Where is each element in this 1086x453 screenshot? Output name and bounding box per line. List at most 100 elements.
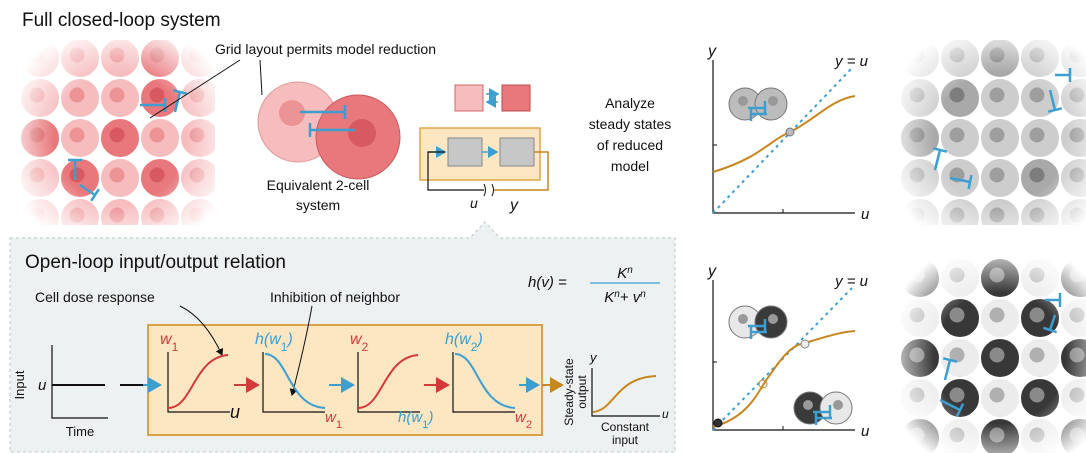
caption: steady states [589,116,672,132]
axis-label: Input [12,370,27,399]
axis-label: y = u [834,273,869,290]
nucleus [150,208,165,223]
formula-part: n [627,265,633,276]
nucleus [1030,348,1045,363]
nucleus [70,88,85,103]
annotation: Inhibition of neighbor [270,289,400,305]
axis-label: u [38,377,47,394]
nucleus [150,48,165,63]
nucleus [910,348,925,363]
nucleus [1070,268,1085,283]
cell-box [455,85,483,111]
nucleus [738,314,748,324]
nucleus [70,208,85,223]
pipeline-box [148,325,542,435]
label-part: u [230,402,240,422]
cell-grid [21,39,220,238]
nucleus [1030,388,1045,403]
label-part: h(w [445,331,472,348]
caption: system [296,197,340,213]
caption: model [611,158,649,174]
nucleus [190,208,205,223]
nucleus [1070,208,1085,223]
nucleus [738,96,748,106]
nucleus [1030,268,1045,283]
axis-label: y = u [834,53,869,70]
nucleus [950,308,965,323]
formula-part: + v [620,289,642,306]
annotation: Grid layout permits model reduction [215,41,436,57]
nucleus [150,88,165,103]
nucleus [190,88,205,103]
steady-state [714,419,722,427]
signal-label: y [509,197,519,214]
nucleus [1070,128,1085,143]
axis-label: y [707,263,717,280]
pointer [260,60,262,95]
nucleus [1070,428,1085,443]
nucleus [1070,308,1085,323]
title: Full closed-loop system [22,10,221,31]
steady-state [801,340,809,348]
nucleus [1070,168,1085,183]
nucleus [70,168,85,183]
axis-label: Time [66,424,94,439]
axes [713,60,855,213]
nucleus [110,128,125,143]
steady-state [786,128,794,136]
nucleus [768,314,778,324]
nucleus [990,348,1005,363]
nucleus [990,308,1005,323]
label-part: 2 [362,340,369,354]
caption: Equivalent 2-cell [267,177,370,193]
axis-label: input [612,433,639,447]
nucleus [30,88,45,103]
annotation: Cell dose response [35,289,155,305]
nucleus [990,388,1005,403]
nucleus [30,128,45,143]
nucleus [950,88,965,103]
nucleus [1030,208,1045,223]
section-title: Open-loop input/output relation [25,252,286,273]
nucleus [990,88,1005,103]
nucleus [30,208,45,223]
break [484,184,494,196]
axis-label: u [861,206,870,223]
nucleus [110,88,125,103]
axis-label: u [662,407,669,421]
nucleus [803,400,813,410]
nucleus [110,208,125,223]
label-part: 1 [172,340,179,354]
nucleus [1030,428,1045,443]
nucleus [950,428,965,443]
nucleus [910,308,925,323]
diagonal [713,68,852,213]
nucleus [910,428,925,443]
cell-grid [901,259,1086,453]
nucleus [150,168,165,183]
nucleus [950,208,965,223]
caption: Analyze [605,95,655,111]
nucleus [190,168,205,183]
nucleus [70,48,85,63]
label-part: h(w [255,331,282,348]
nucleus [833,400,843,410]
nucleus [990,48,1005,63]
nucleus [950,388,965,403]
nucleus [910,128,925,143]
block [500,138,534,166]
formula: h(v) = [528,274,567,291]
nucleus [1030,48,1045,63]
cell-grid [901,39,1086,238]
nucleus [990,208,1005,223]
nucleus [150,128,165,143]
nucleus [910,268,925,283]
axis-label: Constant [601,420,650,434]
axis-label: u [861,423,870,440]
nucleus [1070,348,1085,363]
axis-label: output [575,375,589,409]
axis-label: y [707,43,717,60]
nucleus [190,48,205,63]
nucleus [910,88,925,103]
formula-part: n [640,289,646,300]
